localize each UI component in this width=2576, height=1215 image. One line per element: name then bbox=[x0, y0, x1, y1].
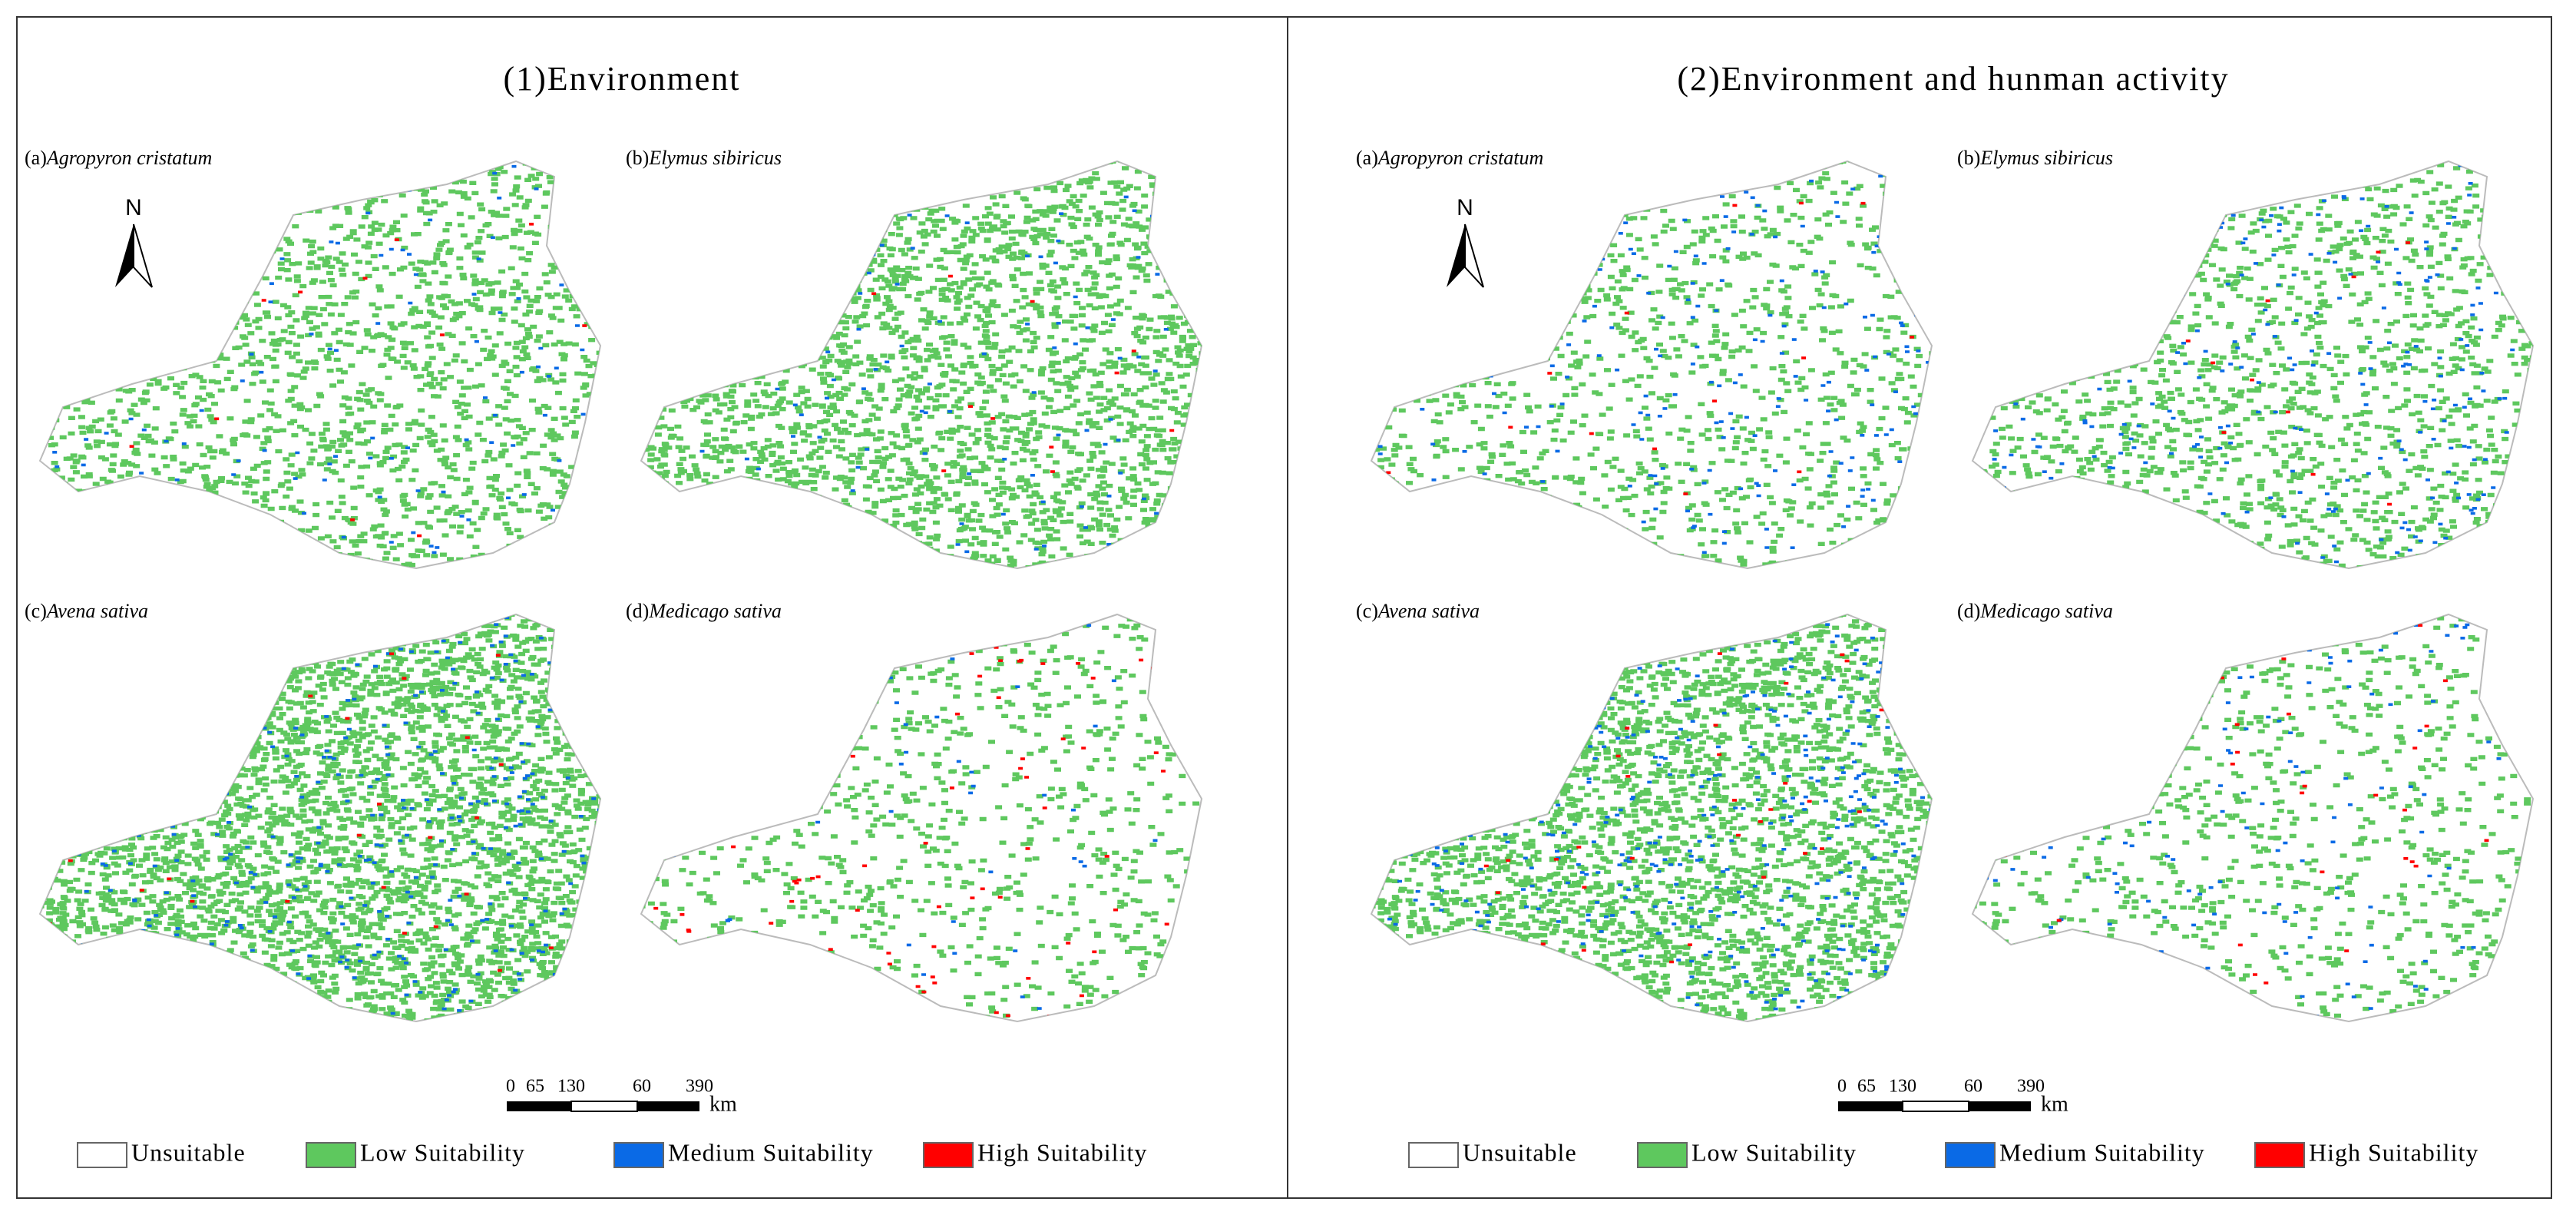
map bbox=[1371, 161, 1933, 569]
legend-swatch bbox=[77, 1142, 127, 1168]
scale-segment bbox=[1902, 1101, 1969, 1112]
species-name: Medicago sativa bbox=[648, 600, 782, 622]
species-name: Medicago sativa bbox=[1979, 600, 2113, 622]
legend-swatch bbox=[1637, 1142, 1688, 1168]
species-name: Avena sativa bbox=[45, 600, 148, 622]
map bbox=[1371, 614, 1933, 1022]
map-letter: (c) bbox=[1356, 600, 1378, 622]
scale-segment bbox=[1838, 1101, 1903, 1111]
map-label: (d)Medicago sativa bbox=[626, 600, 782, 622]
legend-label: Unsuitable bbox=[1463, 1138, 1577, 1166]
suitability-layer bbox=[1371, 161, 1932, 568]
species-name: Elymus sibiricus bbox=[648, 147, 782, 169]
suitability-pixels bbox=[641, 161, 1202, 568]
map bbox=[640, 161, 1202, 569]
map-letter: (d) bbox=[626, 600, 649, 622]
scale-label: 65 bbox=[1857, 1077, 1876, 1097]
north-arrow bbox=[115, 224, 134, 287]
map-label: (a)Agropyron cristatum bbox=[25, 147, 212, 169]
scale-label: 0 bbox=[506, 1077, 515, 1097]
scale-label: 390 bbox=[686, 1077, 713, 1097]
scale-label: 0 bbox=[1837, 1077, 1847, 1097]
scale-label: 130 bbox=[1889, 1077, 1916, 1097]
map-letter: (b) bbox=[626, 147, 649, 169]
scale-label: 65 bbox=[526, 1077, 544, 1097]
legend-label: Medium Suitability bbox=[1999, 1138, 2205, 1166]
suitability-layer bbox=[641, 161, 1202, 568]
map-letter: (a) bbox=[1356, 147, 1378, 169]
map bbox=[39, 614, 601, 1022]
legend-label: Low Suitability bbox=[1691, 1138, 1857, 1166]
scale-label: 390 bbox=[2017, 1077, 2045, 1097]
legend-swatch bbox=[1945, 1142, 1996, 1168]
map-letter: (c) bbox=[25, 600, 47, 622]
scale-segment bbox=[637, 1101, 699, 1111]
north-label: N bbox=[1457, 195, 1473, 220]
legend-label: Medium Suitability bbox=[668, 1138, 874, 1166]
north-arrow bbox=[133, 223, 153, 288]
scale-unit: km bbox=[709, 1092, 737, 1116]
scale-label: 130 bbox=[557, 1077, 585, 1097]
suitability-pixels bbox=[1973, 614, 2533, 1021]
map-label: (b)Elymus sibiricus bbox=[626, 147, 782, 169]
map-label: (a)Agropyron cristatum bbox=[1356, 147, 1543, 169]
suitability-layer bbox=[40, 614, 600, 1021]
species-name: Agropyron cristatum bbox=[1377, 147, 1543, 169]
map bbox=[1972, 614, 2534, 1022]
north-arrow bbox=[1464, 223, 1484, 288]
scale-label: 60 bbox=[633, 1077, 651, 1097]
suitability-layer bbox=[1371, 614, 1932, 1021]
map-label: (d)Medicago sativa bbox=[1957, 600, 2113, 622]
legend-label: High Suitability bbox=[977, 1138, 1147, 1166]
map-label: (b)Elymus sibiricus bbox=[1957, 147, 2113, 169]
suitability-layer bbox=[1973, 614, 2533, 1021]
legend-swatch bbox=[306, 1142, 356, 1168]
map-letter: (a) bbox=[25, 147, 47, 169]
species-name: Agropyron cristatum bbox=[45, 147, 212, 169]
legend-swatch bbox=[1408, 1142, 1459, 1168]
species-name: Avena sativa bbox=[1377, 600, 1480, 622]
panel-title: (1)Environment bbox=[503, 60, 740, 98]
suitability-layer bbox=[641, 614, 1202, 1021]
suitability-pixels bbox=[1371, 614, 1932, 1021]
panel: (2)Environment and hunman activity (a)Agr… bbox=[1356, 60, 2534, 1168]
scale-segment bbox=[507, 1101, 571, 1111]
legend-swatch bbox=[2254, 1142, 2305, 1168]
map-label: (c)Avena sativa bbox=[25, 600, 148, 622]
legend-swatch bbox=[613, 1142, 664, 1168]
legend-label: Low Suitability bbox=[360, 1138, 525, 1166]
suitability-pixels bbox=[1371, 161, 1932, 568]
scale-segment bbox=[570, 1101, 638, 1112]
suitability-pixels bbox=[641, 614, 1202, 1021]
scale-segment bbox=[1969, 1101, 2031, 1111]
legend-label: High Suitability bbox=[2309, 1138, 2478, 1166]
legend-label: Unsuitable bbox=[131, 1138, 246, 1166]
suitability-pixels bbox=[40, 614, 600, 1021]
map-letter: (b) bbox=[1957, 147, 1980, 169]
north-label: N bbox=[125, 195, 142, 220]
map bbox=[640, 614, 1202, 1022]
species-name: Elymus sibiricus bbox=[1979, 147, 2113, 169]
panel-title: (2)Environment and hunman activity bbox=[1677, 60, 2229, 98]
legend-swatch bbox=[923, 1142, 974, 1168]
map-letter: (d) bbox=[1957, 600, 1980, 622]
scale-label: 60 bbox=[1964, 1077, 1982, 1097]
scale-unit: km bbox=[2041, 1092, 2068, 1116]
north-arrow bbox=[1447, 224, 1465, 287]
map-label: (c)Avena sativa bbox=[1356, 600, 1480, 622]
